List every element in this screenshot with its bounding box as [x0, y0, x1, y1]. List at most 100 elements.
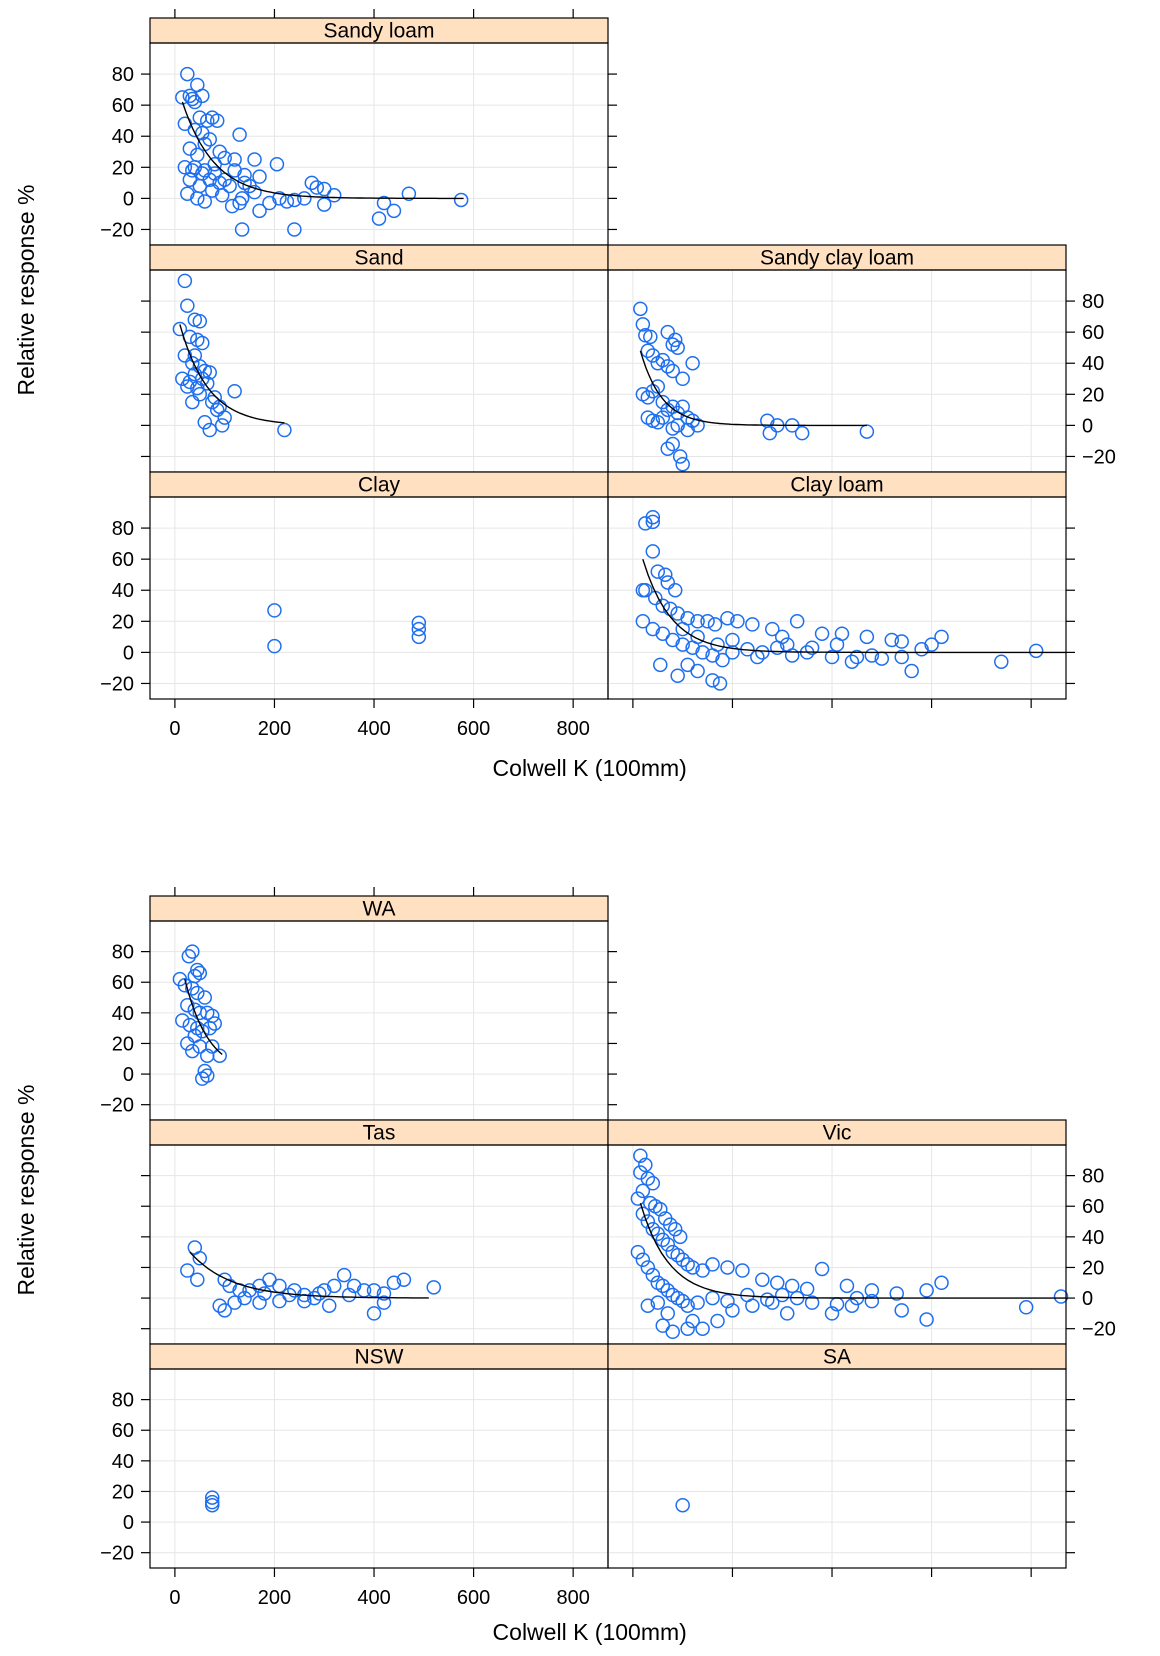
data-point [453, 192, 469, 208]
data-point [185, 355, 200, 371]
data-point [197, 415, 213, 430]
data-point [192, 178, 208, 194]
data-point [672, 1229, 688, 1245]
data-point [277, 422, 292, 438]
data-point [695, 645, 710, 660]
data-point [287, 192, 302, 208]
data-point [643, 329, 658, 345]
fit-curve [639, 1202, 1066, 1299]
data-point [187, 366, 203, 382]
x-tick-label: 800 [556, 718, 589, 740]
data-point [396, 1272, 412, 1287]
y-tick-label: 40 [112, 580, 134, 602]
data-point [720, 610, 735, 626]
data-point [765, 621, 780, 637]
data-point [658, 567, 673, 582]
data-point [645, 544, 661, 559]
data-point [1028, 643, 1044, 659]
data-point [864, 1293, 880, 1309]
y-tick-label: 80 [112, 64, 134, 86]
data-point [645, 509, 661, 525]
panel-sa: SA [607, 1343, 1075, 1577]
data-point [341, 1287, 357, 1303]
data-point [700, 614, 715, 629]
y-tick-label: 0 [1082, 1288, 1093, 1310]
data-point [653, 1202, 668, 1217]
panel-sandy-clay-loam: Sandy clay loam 80 60 40 20 0 −20 [607, 244, 1116, 473]
data-point [770, 640, 785, 655]
data-point [804, 640, 820, 655]
x-axis-title: Colwell K (100mm) [493, 755, 687, 781]
data-point [426, 1280, 442, 1295]
data-point [257, 1286, 272, 1301]
data-point [655, 1278, 671, 1294]
data-point [204, 1039, 220, 1054]
data-point [804, 1295, 820, 1310]
panel-frame [607, 1368, 1067, 1569]
data-point [770, 1275, 785, 1291]
x-tick-label: 0 [169, 1587, 180, 1609]
data-point [794, 425, 810, 441]
data-point [177, 978, 193, 993]
y-tick-label: 60 [112, 95, 134, 117]
data-point [197, 163, 213, 178]
data-point [207, 166, 222, 181]
y-tick-label: 80 [1082, 291, 1104, 313]
data-point [675, 456, 690, 472]
data-point [894, 1303, 909, 1318]
data-point [175, 1013, 190, 1028]
data-point [685, 1313, 700, 1329]
data-point [655, 410, 671, 425]
panel-frame [149, 269, 609, 473]
data-point [645, 514, 661, 530]
data-point [411, 615, 427, 631]
data-point [180, 997, 195, 1013]
data-point [212, 1048, 227, 1063]
data-point [667, 1221, 683, 1237]
data-point [894, 634, 909, 649]
panel-tas: Tas [141, 1119, 609, 1345]
data-point [994, 654, 1009, 669]
data-point [914, 642, 929, 657]
data-point [635, 1206, 651, 1222]
data-point [640, 1214, 656, 1229]
y-tick-label: 40 [112, 126, 134, 148]
panel-sandy-loam: Sandy loam 80 60 40 20 0 −20 [100, 9, 617, 246]
data-point [662, 1217, 678, 1232]
data-point [735, 1263, 750, 1278]
data-point [665, 1324, 680, 1340]
data-point [670, 1247, 685, 1263]
data-point [630, 1244, 646, 1260]
data-point [690, 663, 705, 679]
data-point [824, 1306, 840, 1321]
data-point [252, 203, 267, 219]
data-point [695, 1321, 710, 1336]
data-point [662, 601, 678, 617]
y-tick-label: −20 [100, 1543, 134, 1565]
fit-curve [181, 101, 464, 200]
y-tick-label: 40 [112, 1003, 134, 1025]
data-point [172, 321, 188, 337]
x-tick-label: 800 [556, 1587, 589, 1609]
data-point [177, 348, 193, 363]
data-point [660, 575, 675, 590]
data-point [715, 652, 730, 668]
data-point [707, 617, 723, 632]
strip-label: Clay loam [790, 474, 883, 497]
data-point [710, 1313, 725, 1329]
data-point [1018, 1300, 1034, 1315]
data-point [247, 184, 262, 200]
data-point [640, 1260, 656, 1275]
panel-frame [149, 920, 609, 1121]
data-point [655, 1318, 671, 1333]
y-tick-label: −20 [100, 1095, 134, 1117]
data-point [180, 66, 195, 82]
data-point [190, 962, 205, 978]
strip-label: Sandy clay loam [760, 247, 914, 270]
panel-frame [149, 1368, 609, 1569]
data-point [844, 1298, 860, 1313]
fit-curve [179, 324, 285, 424]
panel-clay-loam: Clay loam [607, 471, 1075, 708]
panel-frame [149, 496, 609, 700]
panel-frame [607, 269, 1067, 473]
